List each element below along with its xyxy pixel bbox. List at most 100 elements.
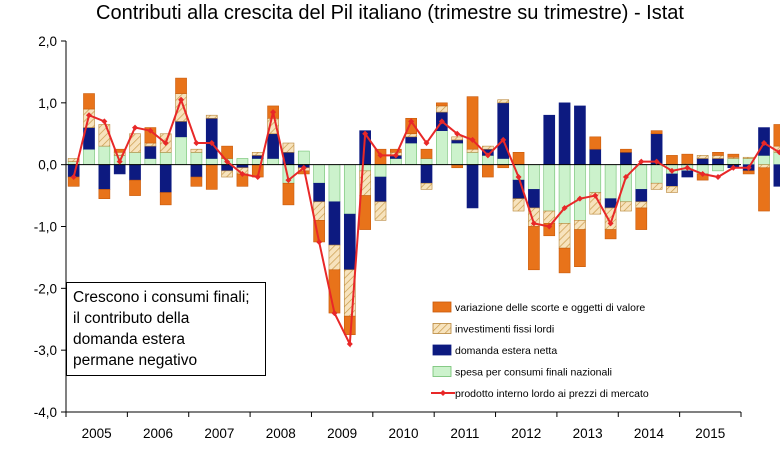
pil-point [500,136,507,143]
bar-scorte-43 [727,153,740,158]
bar-domanda_estera-6 [159,164,172,193]
bar-scorte-45 [758,167,770,212]
x-tick-label: 2008 [266,426,296,441]
bar-investimenti-42 [712,155,724,159]
bar-consumi-19 [359,164,371,172]
bar-investimenti-32 [558,223,571,249]
pil-point [530,220,537,227]
bar-domanda_estera-42 [712,158,724,165]
bar-consumi-26 [466,152,479,165]
bar-scorte-10 [221,145,233,159]
bar-domanda_estera-4 [129,164,141,181]
x-tick-label: 2013 [573,426,603,441]
pil-point [745,164,752,171]
bar-consumi-21 [390,158,402,165]
bar-scorte-4 [129,179,141,196]
pil-point [285,177,292,184]
bar-consumi-37 [635,164,648,190]
pil-point [132,124,139,131]
pil-point [86,112,93,119]
legend-label-investimenti: investimenti fissi lordi [455,324,554,336]
bar-consumi-15 [297,150,310,165]
legend-swatch-consumi [432,366,452,377]
bar-consumi-24 [436,130,448,165]
bar-investimenti-25 [451,136,464,141]
y-tick-label: -2,0 [34,281,57,296]
bar-investimenti-39 [666,186,678,193]
bar-consumi-33 [574,164,586,221]
legend-label-scorte: variazione delle scorte e oggetti di val… [455,302,645,314]
x-tick-label: 2012 [511,426,541,441]
bar-consumi-7 [175,136,187,165]
bar-domanda_estera-33 [574,105,586,165]
bar-consumi-11 [236,158,249,165]
bar-investimenti-17 [328,244,341,271]
pil-point [714,174,721,181]
bar-scorte-9 [205,164,218,190]
bar-domanda_estera-23 [420,164,433,184]
legend: variazione delle scorte e oggetti di val… [431,301,649,400]
bar-domanda_estera-3 [113,164,126,175]
bar-scorte-8 [190,176,203,187]
bar-investimenti-27 [482,145,494,150]
annotation-box: Crescono i consumi finali; il contributo… [66,282,266,376]
bar-domanda_estera-36 [620,152,632,165]
legend-marker-pil [440,390,446,396]
bar-investimenti-20 [374,201,387,221]
bar-consumi-31 [543,164,556,212]
bar-consumi-16 [313,164,325,184]
bar-scorte-14 [282,182,295,206]
bar-scorte-26 [466,96,479,150]
bar-consumi-35 [604,164,617,199]
bar-scorte-46 [773,124,780,147]
x-tick-label: 2009 [327,426,357,441]
bar-domanda_estera-22 [405,136,417,144]
bar-investimenti-10 [221,170,233,178]
bar-consumi-42 [712,164,724,172]
bar-consumi-8 [190,152,203,165]
bar-domanda_estera-9 [205,117,218,159]
pil-point [316,238,323,245]
pil-point [515,174,522,181]
bar-investimenti-12 [251,152,264,156]
pil-point [208,140,215,147]
bar-consumi-36 [620,164,632,203]
bar-consumi-5 [144,158,157,165]
pil-point [162,140,169,147]
bar-investimenti-26 [466,148,479,153]
pil-point [70,174,77,181]
bar-investimenti-8 [190,148,203,153]
bar-investimenti-24 [436,105,448,113]
x-tick-label: 2007 [204,426,234,441]
bar-domanda_estera-30 [528,189,540,209]
pil-point [561,204,568,211]
pil-point [239,170,246,177]
bar-investimenti-34 [589,192,602,215]
pil-point [408,118,415,125]
bar-consumi-23 [420,158,433,165]
pil-point [684,164,691,171]
bar-domanda_estera-40 [681,170,694,178]
bar-investimenti-16 [313,201,325,221]
bar-scorte-36 [620,148,632,153]
bar-scorte-31 [543,223,556,237]
pil-point [270,109,277,116]
pil-point [300,164,307,171]
bar-domanda_estera-37 [635,189,648,203]
bar-scorte-35 [604,229,617,240]
bar-consumi-32 [558,164,571,224]
legend-swatch-investimenti [432,323,452,334]
x-tick-label: 2011 [450,426,479,441]
bar-consumi-13 [267,158,279,165]
pil-point [116,158,123,165]
bar-scorte-30 [528,226,540,271]
bar-investimenti-5 [144,142,157,147]
bar-investimenti-9 [205,114,218,119]
pil-point [668,167,675,174]
x-tick-label: 2006 [143,426,173,441]
bar-consumi-45 [758,155,770,165]
pil-point [484,152,491,159]
bar-investimenti-41 [696,155,709,159]
pil-point [147,127,154,134]
pil-point [761,140,768,147]
